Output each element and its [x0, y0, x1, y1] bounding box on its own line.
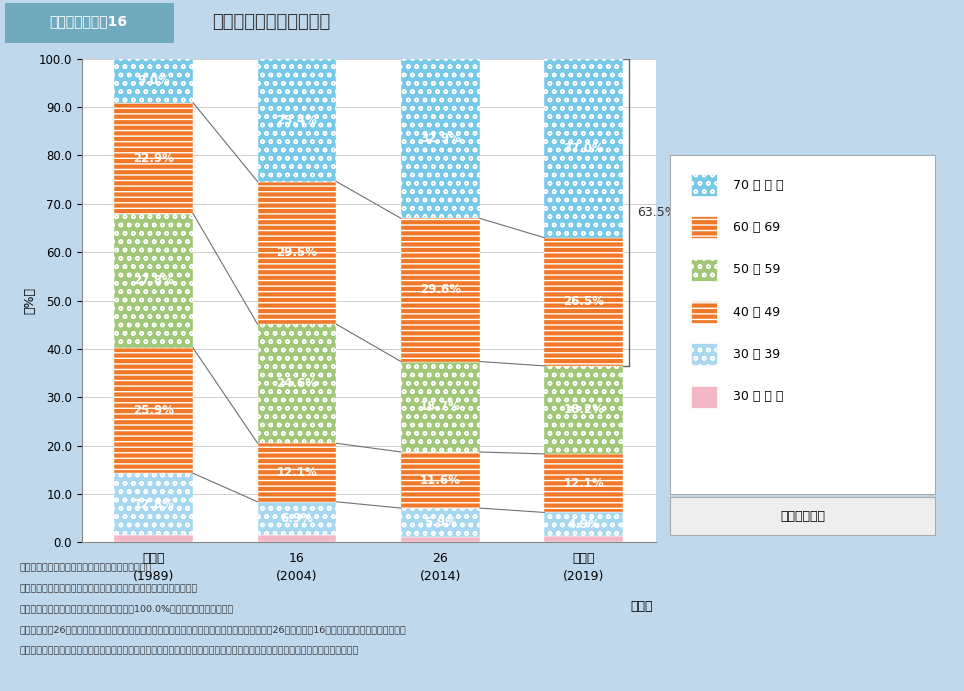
Text: 29.5%: 29.5%: [277, 247, 317, 259]
Text: 11.6%: 11.6%: [420, 473, 461, 486]
Text: 6.9%: 6.9%: [281, 512, 313, 525]
Text: 22.9%: 22.9%: [133, 151, 174, 164]
Bar: [545, 513, 624, 536]
Text: 25.9%: 25.9%: [133, 404, 174, 417]
Bar: [691, 174, 717, 196]
Bar: [114, 103, 193, 214]
Text: 12.1%: 12.1%: [563, 477, 604, 490]
Bar: [114, 473, 193, 535]
Bar: [401, 452, 480, 508]
Text: 資料：総務省「全国家計構造調査」より内閣府作成: 資料：総務省「全国家計構造調査」より内閣府作成: [19, 563, 151, 572]
Text: （注２）四捨五入の関係で、足し合わせても100.0%にならない場合がある。: （注２）四捨五入の関係で、足し合わせても100.0%にならない場合がある。: [19, 605, 233, 614]
Text: 29.6%: 29.6%: [420, 283, 461, 296]
Text: 26.5%: 26.5%: [563, 295, 604, 308]
Text: 27.8%: 27.8%: [133, 274, 174, 287]
Bar: [114, 535, 193, 542]
Text: 32.9%: 32.9%: [420, 132, 461, 145]
Bar: [257, 182, 336, 324]
Text: （注１）このグラフでいう金融資産とは、貯蓄現在高のことを指す。: （注１）このグラフでいう金融資産とは、貯蓄現在高のことを指す。: [19, 584, 198, 593]
Text: 18.2%: 18.2%: [563, 404, 604, 417]
Bar: [257, 502, 336, 535]
Text: 世代別金融資産分布状況: 世代別金融資産分布状況: [212, 12, 331, 30]
Bar: [691, 216, 717, 238]
Bar: [401, 537, 480, 542]
Text: 9.0%: 9.0%: [137, 75, 170, 88]
Text: 37.0%: 37.0%: [563, 142, 604, 155]
Bar: [114, 59, 193, 103]
Bar: [545, 536, 624, 542]
Bar: [691, 258, 717, 281]
Text: 5.9%: 5.9%: [424, 516, 457, 529]
Bar: [545, 454, 624, 513]
Bar: [545, 366, 624, 454]
Bar: [114, 214, 193, 348]
Text: 30 歳 未 満: 30 歳 未 満: [733, 390, 784, 404]
Text: （年）: （年）: [630, 600, 653, 614]
Text: 18.7%: 18.7%: [420, 400, 461, 413]
Bar: [691, 301, 717, 323]
Text: 世帯主の年齢: 世帯主の年齢: [780, 509, 825, 522]
Text: 図１－２－１－16: 図１－２－１－16: [50, 15, 127, 28]
Bar: [401, 218, 480, 361]
Bar: [257, 535, 336, 542]
Text: 50 ～ 59: 50 ～ 59: [733, 263, 780, 276]
Text: 70 歳 以 上: 70 歳 以 上: [733, 178, 784, 191]
Bar: [401, 59, 480, 218]
FancyBboxPatch shape: [670, 498, 935, 535]
Text: 4.9%: 4.9%: [568, 518, 601, 531]
Bar: [691, 343, 717, 366]
Y-axis label: （%）: （%）: [23, 287, 36, 314]
Bar: [401, 508, 480, 537]
Bar: [545, 238, 624, 366]
Text: （注３）平成26年以前は「全国消費実態調査」として実施しており、集計方法等が異なる。平成26年及び平成16年については令和元年と同様の: （注３）平成26年以前は「全国消費実態調査」として実施しており、集計方法等が異な…: [19, 625, 406, 634]
Text: 集計方法による遡及集計を施しているが、平成元年の結果についてはこの限りではないので、比較する際には注意が必要。: 集計方法による遡及集計を施しているが、平成元年の結果についてはこの限りではないの…: [19, 646, 359, 655]
Text: 60 ～ 69: 60 ～ 69: [733, 221, 780, 234]
Bar: [257, 324, 336, 444]
Bar: [545, 59, 624, 238]
Text: 12.8%: 12.8%: [133, 498, 174, 511]
Text: 24.6%: 24.6%: [277, 377, 317, 390]
Text: 12.1%: 12.1%: [277, 466, 317, 479]
FancyBboxPatch shape: [5, 3, 174, 43]
Text: 25.4%: 25.4%: [277, 113, 317, 126]
Text: 63.5%: 63.5%: [637, 206, 678, 219]
Bar: [114, 348, 193, 473]
Bar: [401, 361, 480, 452]
Bar: [257, 444, 336, 502]
Text: 40 ～ 49: 40 ～ 49: [733, 305, 780, 319]
Bar: [691, 386, 717, 408]
Text: 30 ～ 39: 30 ～ 39: [733, 348, 780, 361]
Bar: [257, 59, 336, 182]
